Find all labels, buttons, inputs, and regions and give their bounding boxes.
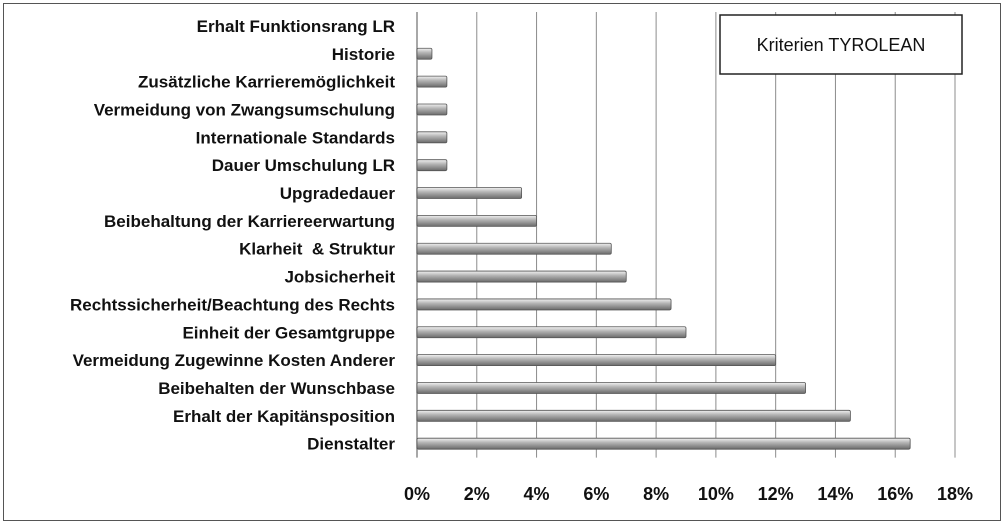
bar [416,242,612,255]
category-label: Upgradedauer [280,184,396,203]
bar [416,326,687,339]
category-label: Erhalt Funktionsrang LR [197,17,395,36]
bar [416,103,448,116]
category-label: Internationale Standards [196,128,395,147]
bar [416,75,448,88]
chart-frame [3,3,1001,521]
bars [416,47,911,450]
bar [416,354,777,367]
category-label: Erhalt der Kapitänsposition [173,407,395,426]
category-label: Rechtssicherheit/Beachtung des Rechts [70,295,395,314]
category-label: Dienstalter [307,435,395,454]
x-tick-label: 6% [583,484,609,504]
x-axis-tick-labels: 0% 2% 4% 6% 8% 10% 12% 14% 16% 18% [404,484,973,504]
x-tick-label: 18% [937,484,973,504]
category-label: Dauer Umschulung LR [212,156,395,175]
bar [416,214,537,227]
x-tick-label: 12% [758,484,794,504]
category-label: Vermeidung Zugewinne Kosten Anderer [73,351,396,370]
category-label: Beibehaltung der Karriereerwartung [104,212,395,231]
x-tick-label: 10% [698,484,734,504]
bar [416,382,806,394]
bar [416,47,433,60]
x-tick-label: 2% [464,484,490,504]
category-label: Historie [332,45,395,64]
bar [416,187,523,199]
x-tick-label: 16% [877,484,913,504]
x-tick-label: 0% [404,484,430,504]
category-label: Einheit der Gesamtgruppe [182,323,395,342]
category-label: Jobsicherheit [284,268,395,287]
bar [416,131,448,144]
category-label: Zusätzliche Karrieremöglichkeit [138,73,395,92]
x-tick-label: 14% [817,484,853,504]
bar [416,298,672,311]
category-label: Vermeidung von Zwangsumschulung [94,100,395,119]
x-tick-label: 8% [643,484,669,504]
category-label: Klarheit & Struktur [239,240,395,259]
legend: Kriterien TYROLEAN [719,14,963,75]
bar [416,409,851,422]
x-tick-label: 4% [524,484,550,504]
legend-text: Kriterien TYROLEAN [757,35,926,55]
bar [416,437,911,450]
category-labels: Erhalt Funktionsrang LR Historie Zusätzlic… [70,17,395,454]
category-label: Beibehalten der Wunschbase [158,379,395,398]
bar [416,159,448,172]
bar [416,270,627,283]
legend-box [719,14,963,75]
